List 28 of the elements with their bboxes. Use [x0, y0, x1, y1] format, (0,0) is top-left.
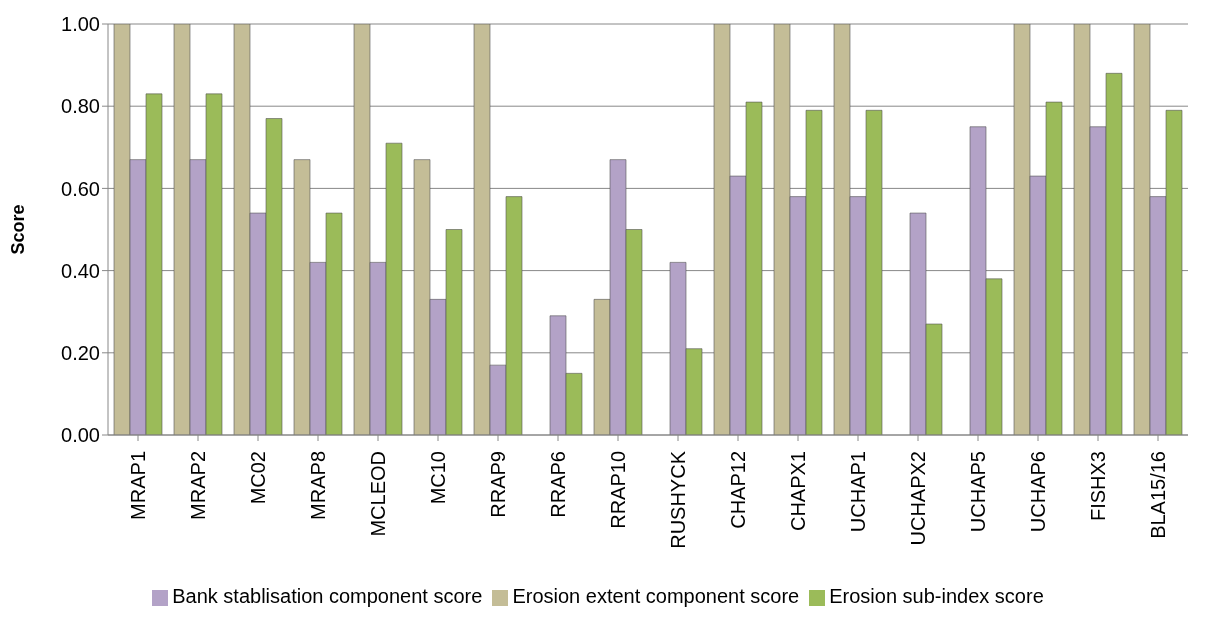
x-tick-label: BLA15/16: [1147, 451, 1169, 539]
x-tick-label: MC10: [427, 451, 449, 505]
y-axis-title: Score: [8, 204, 29, 255]
y-tick-label: 0.60: [61, 177, 100, 200]
x-tick-label: RRAP10: [607, 451, 629, 529]
x-tick-label: RRAP9: [487, 451, 509, 518]
x-tick-label: MRAP8: [307, 451, 329, 520]
x-tick-label: UCHAPX2: [907, 451, 929, 546]
y-tick-label: 0.00: [61, 424, 100, 447]
y-tick-label: 0.80: [61, 95, 100, 118]
x-tick-label: UCHAP6: [1027, 451, 1049, 533]
x-tick-label: MRAP1: [127, 451, 149, 520]
x-tick-label: UCHAP5: [967, 451, 989, 533]
y-tick-label: 0.20: [61, 341, 100, 364]
legend-label: Bank stablisation component score: [172, 585, 483, 607]
x-tick-label: MCLEOD: [367, 451, 389, 537]
x-tick-label: CHAPX1: [787, 451, 809, 532]
legend-label: Erosion sub-index score: [829, 585, 1044, 607]
x-tick-label: RRAP6: [547, 451, 569, 518]
x-tick-label: FISHX3: [1087, 451, 1109, 522]
x-tick-label: MRAP2: [187, 451, 209, 520]
x-tick-label: MC02: [247, 451, 269, 505]
y-tick-label: 1.00: [61, 13, 100, 36]
x-tick-label: RUSHYCK: [667, 450, 689, 549]
x-tick-label: CHAP12: [727, 451, 749, 529]
x-tick-label: UCHAP1: [847, 451, 869, 533]
y-tick-label: 0.40: [61, 259, 100, 282]
legend-label: Erosion extent component score: [512, 585, 800, 607]
